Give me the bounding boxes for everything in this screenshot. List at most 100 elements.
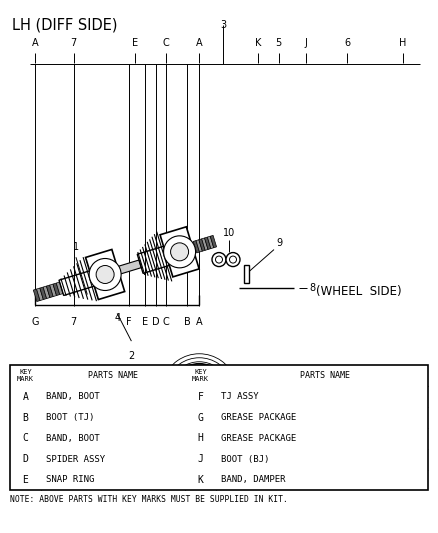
Polygon shape [202, 238, 208, 251]
Polygon shape [160, 227, 199, 277]
Polygon shape [199, 239, 205, 251]
Circle shape [125, 386, 137, 398]
Circle shape [399, 443, 407, 451]
Text: GREASE PACKAGE: GREASE PACKAGE [221, 434, 297, 443]
Text: A: A [196, 38, 203, 48]
Text: A: A [22, 392, 28, 402]
Circle shape [230, 256, 237, 263]
Text: 8: 8 [309, 282, 315, 293]
Polygon shape [193, 240, 199, 253]
Text: 9: 9 [276, 238, 282, 247]
Bar [27, 374, 43, 410]
Text: BAND, DAMPER: BAND, DAMPER [221, 475, 286, 484]
Text: NOTE: ABOVE PARTS WITH KEY MARKS MUST BE SUPPLIED IN KIT.: NOTE: ABOVE PARTS WITH KEY MARKS MUST BE… [10, 495, 287, 504]
Text: E: E [142, 317, 148, 327]
Text: TJ ASSY: TJ ASSY [221, 392, 259, 401]
Polygon shape [40, 287, 46, 300]
Circle shape [69, 379, 78, 389]
Circle shape [337, 418, 373, 454]
Bar [224, 386, 232, 398]
Circle shape [212, 253, 226, 266]
Text: BOOT (BJ): BOOT (BJ) [221, 455, 270, 464]
Text: J: J [198, 454, 204, 464]
Text: 2: 2 [128, 351, 134, 361]
Polygon shape [57, 282, 63, 295]
Circle shape [329, 410, 381, 462]
Text: 5: 5 [276, 38, 282, 48]
Circle shape [31, 387, 39, 396]
Text: E: E [22, 475, 28, 485]
Circle shape [170, 243, 189, 261]
Polygon shape [85, 249, 125, 300]
Text: H: H [399, 38, 406, 48]
Circle shape [226, 253, 240, 266]
Polygon shape [279, 384, 326, 432]
Polygon shape [43, 286, 50, 298]
Text: 6: 6 [344, 38, 350, 48]
Bar [166, 386, 174, 398]
Text: C: C [22, 433, 28, 443]
Circle shape [187, 379, 211, 404]
Circle shape [163, 236, 196, 268]
Text: A: A [32, 38, 39, 48]
Bar [252, 392, 265, 408]
Circle shape [171, 364, 227, 420]
Bar [244, 264, 249, 282]
Text: BOOT (TJ): BOOT (TJ) [46, 413, 95, 422]
Polygon shape [208, 236, 214, 248]
Text: 4: 4 [114, 313, 120, 324]
Text: 7: 7 [71, 317, 77, 327]
Circle shape [71, 381, 76, 386]
Circle shape [111, 372, 151, 412]
Text: 1: 1 [73, 242, 79, 252]
Circle shape [156, 385, 170, 399]
Text: 10: 10 [223, 228, 235, 238]
Polygon shape [53, 283, 60, 296]
Text: K: K [198, 475, 204, 485]
Polygon shape [117, 260, 141, 274]
Circle shape [119, 379, 143, 404]
Text: GREASE PACKAGE: GREASE PACKAGE [221, 413, 297, 422]
Text: C: C [162, 317, 169, 327]
Text: (WHEEL  SIDE): (WHEEL SIDE) [316, 285, 402, 298]
Text: D: D [22, 454, 28, 464]
Text: E: E [132, 38, 138, 48]
Bar [10, 365, 428, 490]
Circle shape [159, 387, 167, 396]
Bar [398, 433, 408, 461]
Text: BAND, BOOT: BAND, BOOT [46, 434, 100, 443]
Text: B: B [22, 413, 28, 423]
Circle shape [96, 265, 114, 284]
Polygon shape [210, 236, 216, 248]
Circle shape [347, 428, 363, 444]
Text: G: G [31, 317, 39, 327]
Polygon shape [50, 284, 57, 296]
Text: PARTS NAME: PARTS NAME [88, 372, 138, 380]
Text: G: G [198, 413, 204, 423]
Bar [167, 387, 173, 397]
Text: 7: 7 [71, 38, 77, 48]
Text: BAND, BOOT: BAND, BOOT [46, 392, 100, 401]
Circle shape [215, 256, 223, 263]
Polygon shape [37, 288, 43, 301]
Text: D: D [152, 317, 160, 327]
Circle shape [136, 383, 155, 401]
Polygon shape [33, 289, 40, 302]
Text: H: H [198, 433, 204, 443]
Polygon shape [46, 285, 53, 297]
Circle shape [179, 372, 219, 412]
Bar [30, 378, 40, 406]
Polygon shape [205, 237, 211, 249]
Text: SNAP RING: SNAP RING [46, 475, 95, 484]
Bar [395, 429, 411, 465]
Text: K: K [255, 38, 261, 48]
Polygon shape [196, 240, 202, 252]
Text: F: F [198, 392, 204, 402]
Text: PARTS NAME: PARTS NAME [300, 372, 350, 380]
Bar [86, 367, 146, 417]
Text: A: A [196, 317, 203, 327]
Circle shape [170, 392, 180, 402]
Circle shape [141, 387, 150, 397]
Text: F: F [127, 317, 132, 327]
Text: KEY
MARK: KEY MARK [192, 369, 209, 382]
